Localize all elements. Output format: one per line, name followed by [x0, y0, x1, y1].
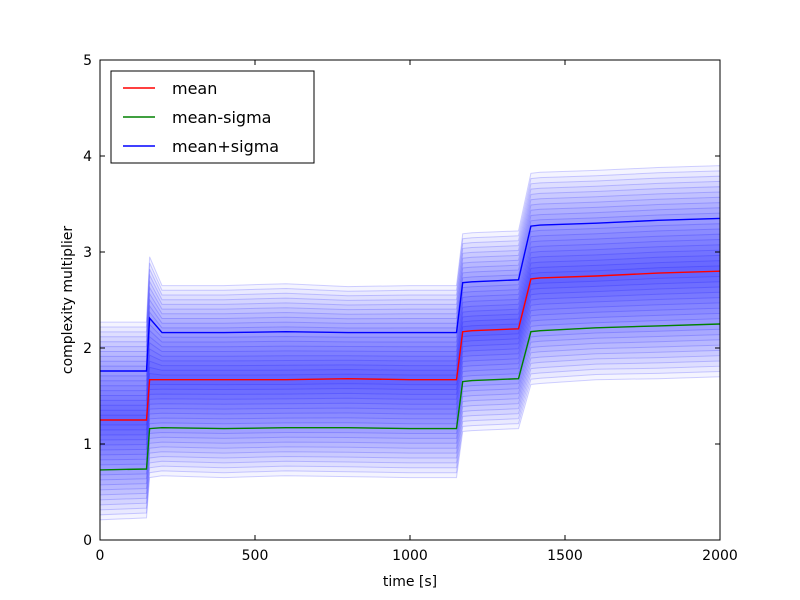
- x-tick-label: 0: [96, 548, 105, 564]
- axis-ticks: 0 500 1000 1500 2000 0 1 2 3 4 5: [83, 53, 738, 564]
- x-tick-label: 500: [242, 548, 269, 564]
- series-line-mean-sigma: [99, 323, 721, 471]
- x-tick-label: 1000: [392, 548, 428, 564]
- y-tick-label: 3: [83, 245, 92, 261]
- sigma-bands: [99, 165, 721, 521]
- y-tick-label: 4: [83, 149, 92, 165]
- legend-label: mean: [172, 79, 217, 98]
- y-tick-label: 5: [83, 53, 92, 69]
- x-tick-label: 2000: [702, 548, 738, 564]
- series-line-mean: [100, 270, 721, 421]
- legend-label: mean-sigma: [172, 108, 271, 127]
- y-tick-label: 0: [83, 533, 92, 549]
- x-axis-label: time [s]: [383, 574, 437, 590]
- y-tick-label: 2: [83, 341, 92, 357]
- series-lines: [99, 217, 721, 471]
- x-tick-label: 1500: [547, 548, 583, 564]
- y-axis-label: complexity multiplier: [60, 226, 76, 375]
- legend-label: mean+sigma: [172, 137, 279, 156]
- legend: mean mean-sigma mean+sigma: [110, 70, 315, 164]
- y-tick-label: 1: [83, 437, 92, 453]
- series-line-mean-sigma: [100, 217, 721, 372]
